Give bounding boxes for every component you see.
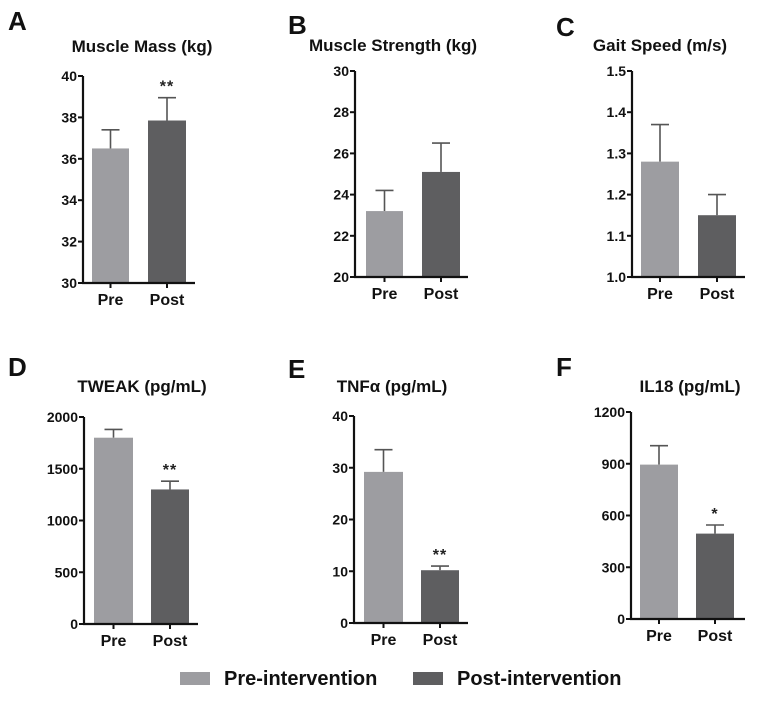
significance-marker: ** xyxy=(163,462,177,479)
x-tick-label: Post xyxy=(424,286,459,303)
x-tick-label: Post xyxy=(150,292,185,309)
panel-letter: C xyxy=(556,12,575,42)
significance-marker: ** xyxy=(160,79,174,96)
bar-post xyxy=(148,120,186,283)
bar-pre xyxy=(640,464,678,619)
bar-pre xyxy=(366,211,403,277)
chart-title: Gait Speed (m/s) xyxy=(593,36,727,55)
y-tick-label: 20 xyxy=(333,269,349,285)
y-tick-label: 0 xyxy=(340,615,348,631)
chart-title: TWEAK (pg/mL) xyxy=(77,377,206,396)
legend-swatch-pre xyxy=(180,672,210,685)
bar-post xyxy=(151,489,189,624)
panel-letter: F xyxy=(556,352,572,382)
y-tick-label: 1.5 xyxy=(607,63,627,79)
y-tick-label: 1.2 xyxy=(607,187,627,203)
y-tick-label: 24 xyxy=(333,187,349,203)
x-tick-label: Pre xyxy=(647,286,673,303)
y-tick-label: 1.1 xyxy=(607,228,627,244)
bar-pre xyxy=(94,437,133,624)
y-tick-label: 500 xyxy=(55,564,79,580)
y-tick-label: 1.4 xyxy=(607,104,627,120)
bar-post xyxy=(698,215,736,277)
y-tick-label: 38 xyxy=(61,109,77,125)
y-tick-label: 28 xyxy=(333,104,349,120)
y-tick-label: 40 xyxy=(61,68,77,84)
y-tick-label: 34 xyxy=(61,192,77,208)
x-tick-label: Post xyxy=(153,633,188,650)
legend-swatch-post xyxy=(413,672,443,685)
y-tick-label: 22 xyxy=(333,228,349,244)
bar-pre xyxy=(641,161,679,277)
y-tick-label: 1.0 xyxy=(607,269,627,285)
y-tick-label: 0 xyxy=(617,611,625,627)
chart-title: TNFα (pg/mL) xyxy=(337,377,448,396)
panel-a: A Muscle Mass (kg) Pre Post ** 30 32 34 36 38 40 xyxy=(8,6,212,309)
chart-title: IL18 (pg/mL) xyxy=(639,377,740,396)
bar-post xyxy=(421,570,459,623)
bar-post xyxy=(422,171,460,277)
x-tick-label: Pre xyxy=(372,286,398,303)
y-tick-label: 1500 xyxy=(47,461,78,477)
legend-label-post: Post-intervention xyxy=(457,668,621,690)
y-tick-label: 600 xyxy=(602,508,626,524)
panel-letter: E xyxy=(288,354,305,384)
y-tick-label: 0 xyxy=(70,616,78,632)
y-tick-label: 20 xyxy=(332,512,348,528)
y-tick-label: 36 xyxy=(61,151,77,167)
y-tick-label: 900 xyxy=(602,456,626,472)
panel-d: D TWEAK (pg/mL) Pre Post ** 0 500 1000 1500 2000 xyxy=(8,352,207,650)
y-tick-label: 2000 xyxy=(47,409,78,425)
y-tick-label: 300 xyxy=(602,559,626,575)
x-tick-label: Pre xyxy=(646,628,672,645)
x-tick-label: Post xyxy=(698,628,733,645)
significance-marker: * xyxy=(711,506,718,523)
bar-pre xyxy=(92,148,129,283)
x-tick-label: Post xyxy=(423,632,458,649)
y-tick-label: 30 xyxy=(333,63,349,79)
x-tick-label: Pre xyxy=(101,633,127,650)
panel-letter: A xyxy=(8,6,27,36)
chart-title: Muscle Mass (kg) xyxy=(72,37,213,56)
bar-pre xyxy=(364,471,403,623)
x-tick-label: Post xyxy=(700,286,735,303)
chart-title: Muscle Strength (kg) xyxy=(309,36,477,55)
bar-post xyxy=(696,533,734,619)
x-tick-label: Pre xyxy=(371,632,397,649)
panel-letter: B xyxy=(288,10,307,40)
panel-c: C Gait Speed (m/s) Pre Post 1.0 1.1 1.2 1.3 1.4 1… xyxy=(556,12,745,303)
panel-letter: D xyxy=(8,352,27,382)
significance-marker: ** xyxy=(433,547,447,564)
y-tick-label: 30 xyxy=(332,460,348,476)
y-tick-label: 1.3 xyxy=(607,145,627,161)
panel-e: E TNFα (pg/mL) Pre Post ** 0 10 20 30 40 xyxy=(288,354,468,649)
legend-label-pre: Pre-intervention xyxy=(224,668,377,690)
y-tick-label: 10 xyxy=(332,563,348,579)
legend: Pre-intervention Post-intervention xyxy=(180,668,621,690)
y-tick-label: 40 xyxy=(332,408,348,424)
y-tick-label: 32 xyxy=(61,234,77,250)
y-tick-label: 30 xyxy=(61,275,77,291)
y-tick-label: 26 xyxy=(333,145,349,161)
x-tick-label: Pre xyxy=(98,292,124,309)
panel-f: F IL18 (pg/mL) Pre Post * 0 300 600 900 1200 xyxy=(556,352,745,645)
y-tick-label: 1000 xyxy=(47,513,78,529)
y-tick-label: 1200 xyxy=(594,404,625,420)
